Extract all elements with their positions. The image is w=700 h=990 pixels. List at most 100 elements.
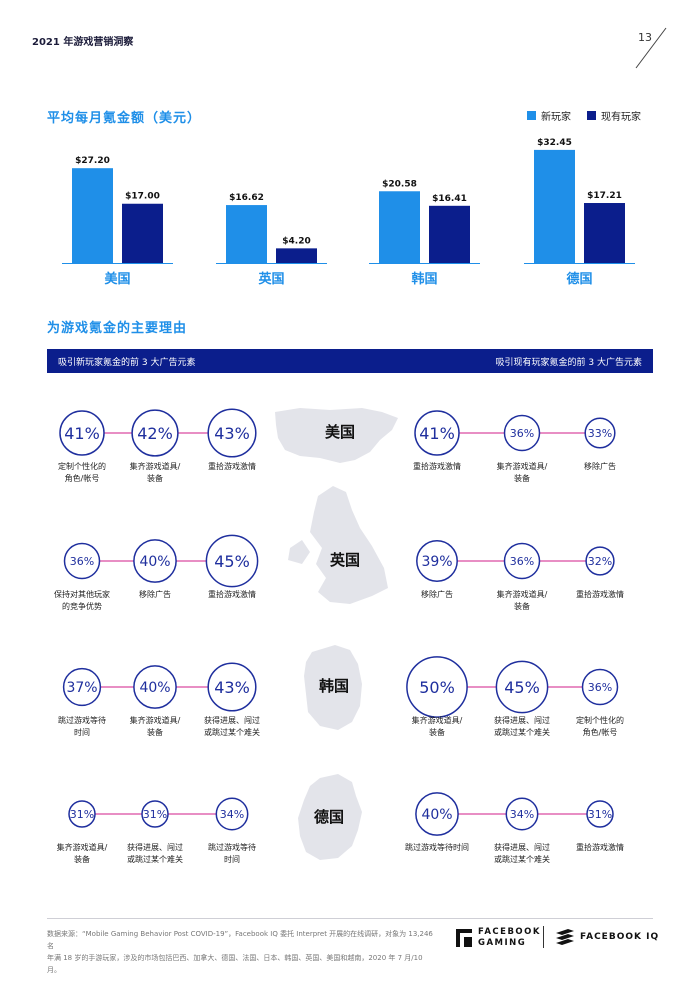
- right-header: 吸引现有玩家氪金的前 3 大广告元素: [495, 358, 642, 368]
- bar-chart-title: 平均每月氪金额（美元）: [47, 111, 202, 126]
- existing-pct-label: 39%: [421, 554, 452, 570]
- existing-ring-0-0: [414, 410, 460, 456]
- bar-2-0: [379, 191, 420, 263]
- existing-ring-1-0: [416, 540, 458, 582]
- existing-reason-label: 集齐游戏道具/: [497, 589, 548, 599]
- new-reason-label: 获得进展、闯过: [204, 715, 260, 725]
- existing-reason-label: 移除广告: [421, 589, 453, 599]
- new-ring-2-2: [207, 662, 257, 712]
- existing-ring-2-2: [581, 668, 619, 706]
- existing-ring-0-1: [503, 414, 541, 452]
- new-reason-label: 或跳过某个难关: [127, 854, 183, 864]
- existing-reason-label: 重拾游戏激情: [413, 461, 461, 471]
- existing-pct-label: 45%: [504, 678, 540, 697]
- new-reason-label: 集齐游戏道具/: [130, 715, 181, 725]
- existing-pct-label: 33%: [588, 427, 612, 440]
- source-note-line-2: 年满 18 岁的手游玩家，涉及的市场包括巴西、加拿大、德国、法国、日本、韩国、英…: [47, 954, 423, 974]
- existing-pct-label: 41%: [419, 424, 455, 443]
- facebook-gaming-mark-icon: [456, 929, 472, 947]
- new-reason-label: 时间: [224, 854, 240, 864]
- new-reason-label: 装备: [74, 854, 90, 864]
- category-label: 韩国: [411, 271, 437, 287]
- bar-value-label: $32.45: [537, 138, 572, 148]
- country-map-1: [288, 486, 388, 604]
- existing-pct-label: 36%: [588, 681, 612, 694]
- new-reason-label: 获得进展、闯过: [127, 842, 183, 852]
- new-pct-label: 40%: [139, 680, 170, 696]
- legend-swatch-new: [527, 111, 536, 120]
- new-pct-label: 31%: [143, 808, 167, 821]
- new-reason-label: 时间: [74, 727, 90, 737]
- existing-reason-label: 跳过游戏等待时间: [405, 842, 469, 852]
- new-ring-2-0: [62, 667, 102, 707]
- bar-value-label: $17.00: [125, 192, 160, 202]
- new-ring-0-2: [207, 408, 257, 458]
- new-reason-label: 定制个性化的: [58, 461, 106, 471]
- existing-pct-label: 40%: [421, 807, 452, 823]
- new-ring-0-1: [131, 409, 179, 457]
- country-label: 英国: [330, 551, 360, 569]
- new-reason-label: 或跳过某个难关: [204, 727, 260, 737]
- existing-pct-label: 34%: [510, 808, 534, 821]
- category-label: 美国: [104, 271, 130, 287]
- new-pct-label: 40%: [139, 554, 170, 570]
- bar-chart: $27.20 $17.00 美国 $16.62 $4.20 英国 $20.58 $16.41 韩…: [62, 138, 635, 287]
- facebook-iq-logo: FACEBOOK IQ: [556, 929, 659, 945]
- page-number: 13: [638, 31, 652, 44]
- bar-2-1: [429, 205, 470, 263]
- footer-rule: [47, 918, 653, 919]
- new-pct-label: 34%: [220, 808, 244, 821]
- new-pct-label: 41%: [64, 424, 100, 443]
- bar-value-label: $20.58: [382, 179, 417, 189]
- brand-iq-text: FACEBOOK IQ: [580, 932, 660, 942]
- legend-swatch-existing: [587, 111, 596, 120]
- new-ring-3-1: [141, 800, 169, 828]
- existing-ring-2-0: [406, 656, 468, 718]
- new-ring-3-2: [215, 797, 249, 831]
- new-ring-3-0: [68, 800, 96, 828]
- new-reason-label: 角色/帐号: [65, 473, 100, 483]
- new-reason-label: 跳过游戏等待: [58, 715, 106, 725]
- new-reason-label: 移除广告: [139, 589, 171, 599]
- existing-ring-1-1: [503, 542, 541, 580]
- country-label: 美国: [325, 423, 355, 441]
- existing-reason-label: 装备: [514, 473, 530, 483]
- bar-value-label: $16.62: [229, 193, 264, 203]
- existing-reason-label: 角色/帐号: [583, 727, 618, 737]
- existing-pct-label: 36%: [510, 427, 534, 440]
- bar-3-0: [534, 149, 575, 263]
- existing-reason-label: 装备: [429, 727, 445, 737]
- existing-pct-label: 31%: [588, 808, 612, 821]
- bar-0-0: [72, 168, 113, 263]
- facebook-gaming-logo: FACEBOOK GAMING: [456, 927, 541, 949]
- new-reason-label: 装备: [147, 473, 163, 483]
- existing-ring-1-2: [585, 546, 615, 576]
- existing-ring-3-1: [505, 797, 539, 831]
- legend-new-player: 新玩家: [527, 108, 571, 123]
- existing-reason-label: 装备: [514, 601, 530, 611]
- existing-pct-label: 50%: [419, 678, 455, 697]
- country-map-2: [304, 645, 362, 730]
- country-label: 德国: [314, 808, 344, 826]
- new-reason-label: 重拾游戏激情: [208, 589, 256, 599]
- existing-reason-label: 集齐游戏道具/: [497, 461, 548, 471]
- new-pct-label: 36%: [70, 555, 94, 568]
- existing-ring-3-2: [586, 800, 614, 828]
- existing-reason-label: 重拾游戏激情: [576, 842, 624, 852]
- new-pct-label: 43%: [214, 424, 250, 443]
- bar-1-0: [226, 205, 267, 263]
- report-title: 2021 年游戏营销洞察: [32, 37, 134, 48]
- new-ring-1-0: [63, 542, 101, 580]
- new-reason-label: 装备: [147, 727, 163, 737]
- reasons-diagram: 41%定制个性化的角色/帐号42%集齐游戏道具/装备43%重拾游戏激情41%重拾…: [54, 408, 624, 864]
- category-label: 德国: [566, 271, 592, 287]
- new-reason-label: 保持对其他玩家: [54, 589, 110, 599]
- source-note-line-1: 数据来源：“Mobile Gaming Behavior Post COVID-…: [47, 930, 433, 950]
- existing-reason-label: 获得进展、闯过: [494, 842, 550, 852]
- new-reason-label: 集齐游戏道具/: [130, 461, 181, 471]
- new-ring-0-0: [59, 410, 105, 456]
- new-reason-label: 跳过游戏等待: [208, 842, 256, 852]
- legend-label-new: 新玩家: [541, 112, 571, 123]
- new-ring-1-1: [133, 539, 177, 583]
- existing-reason-label: 移除广告: [584, 461, 616, 471]
